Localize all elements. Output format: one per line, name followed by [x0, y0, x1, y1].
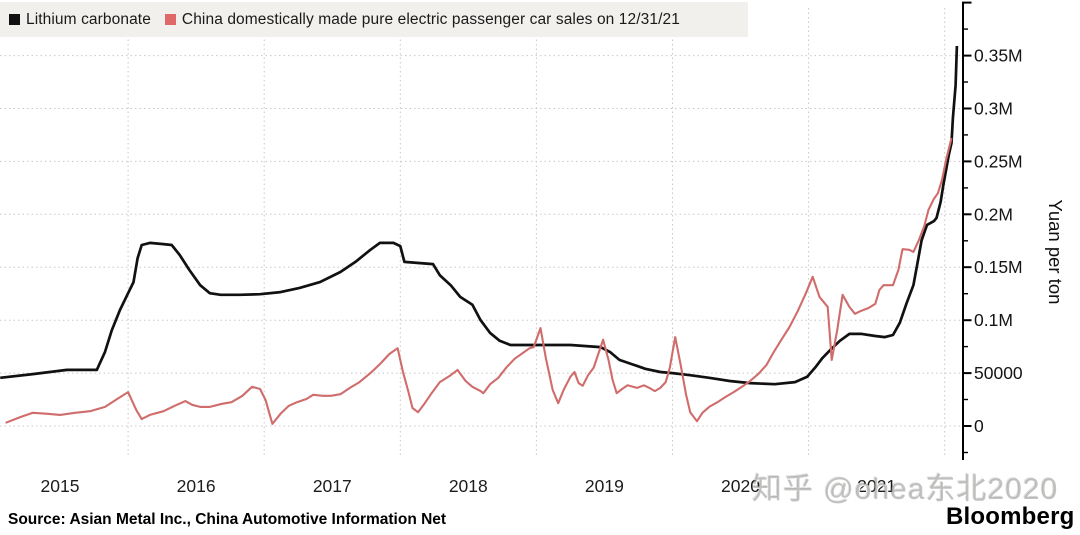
- y-tick-label: 0: [974, 416, 984, 436]
- y-axis-title: Yuan per ton: [1045, 200, 1066, 305]
- x-year-label: 2016: [177, 476, 216, 496]
- chart-legend: Lithium carbonate China domestically mad…: [0, 2, 748, 37]
- y-tick-label: 0.1M: [974, 310, 1013, 330]
- bloomberg-wordmark: Bloomberg: [946, 503, 1075, 530]
- source-attribution: Source: Asian Metal Inc., China Automoti…: [8, 511, 447, 528]
- x-year-label: 2018: [449, 476, 488, 496]
- legend-label-ev-sales: China domestically made pure electric pa…: [181, 10, 680, 28]
- ev-sales-line: [5, 137, 953, 425]
- lithium-series-swatch-icon: [9, 14, 20, 25]
- x-year-label: 2019: [585, 476, 624, 496]
- legend-item-lithium: Lithium carbonate: [9, 11, 151, 29]
- legend-item-ev-sales: China domestically made pure electric pa…: [164, 10, 680, 29]
- y-tick-label: 0.3M: [974, 99, 1013, 119]
- zhihu-watermark: 知乎 @ohea东北2020: [752, 473, 1059, 506]
- y-tick-label: 50000: [974, 363, 1023, 383]
- x-year-label: 2017: [313, 476, 352, 496]
- y-tick-label: 0.35M: [974, 46, 1023, 66]
- y-tick-label: 0.25M: [974, 151, 1023, 171]
- ev-sales-series-swatch-icon: [164, 14, 176, 25]
- legend-label-lithium: Lithium carbonate: [26, 10, 151, 28]
- x-year-label: 2021: [857, 476, 896, 496]
- x-year-label: 2020: [721, 476, 760, 496]
- bloomberg-brand: Bloomberg: [946, 503, 1080, 531]
- x-year-label: 2015: [41, 476, 80, 496]
- y-tick-label: 0.15M: [974, 257, 1023, 277]
- lithium-price-line: [0, 45, 959, 386]
- y-tick-label: 0.2M: [974, 204, 1013, 224]
